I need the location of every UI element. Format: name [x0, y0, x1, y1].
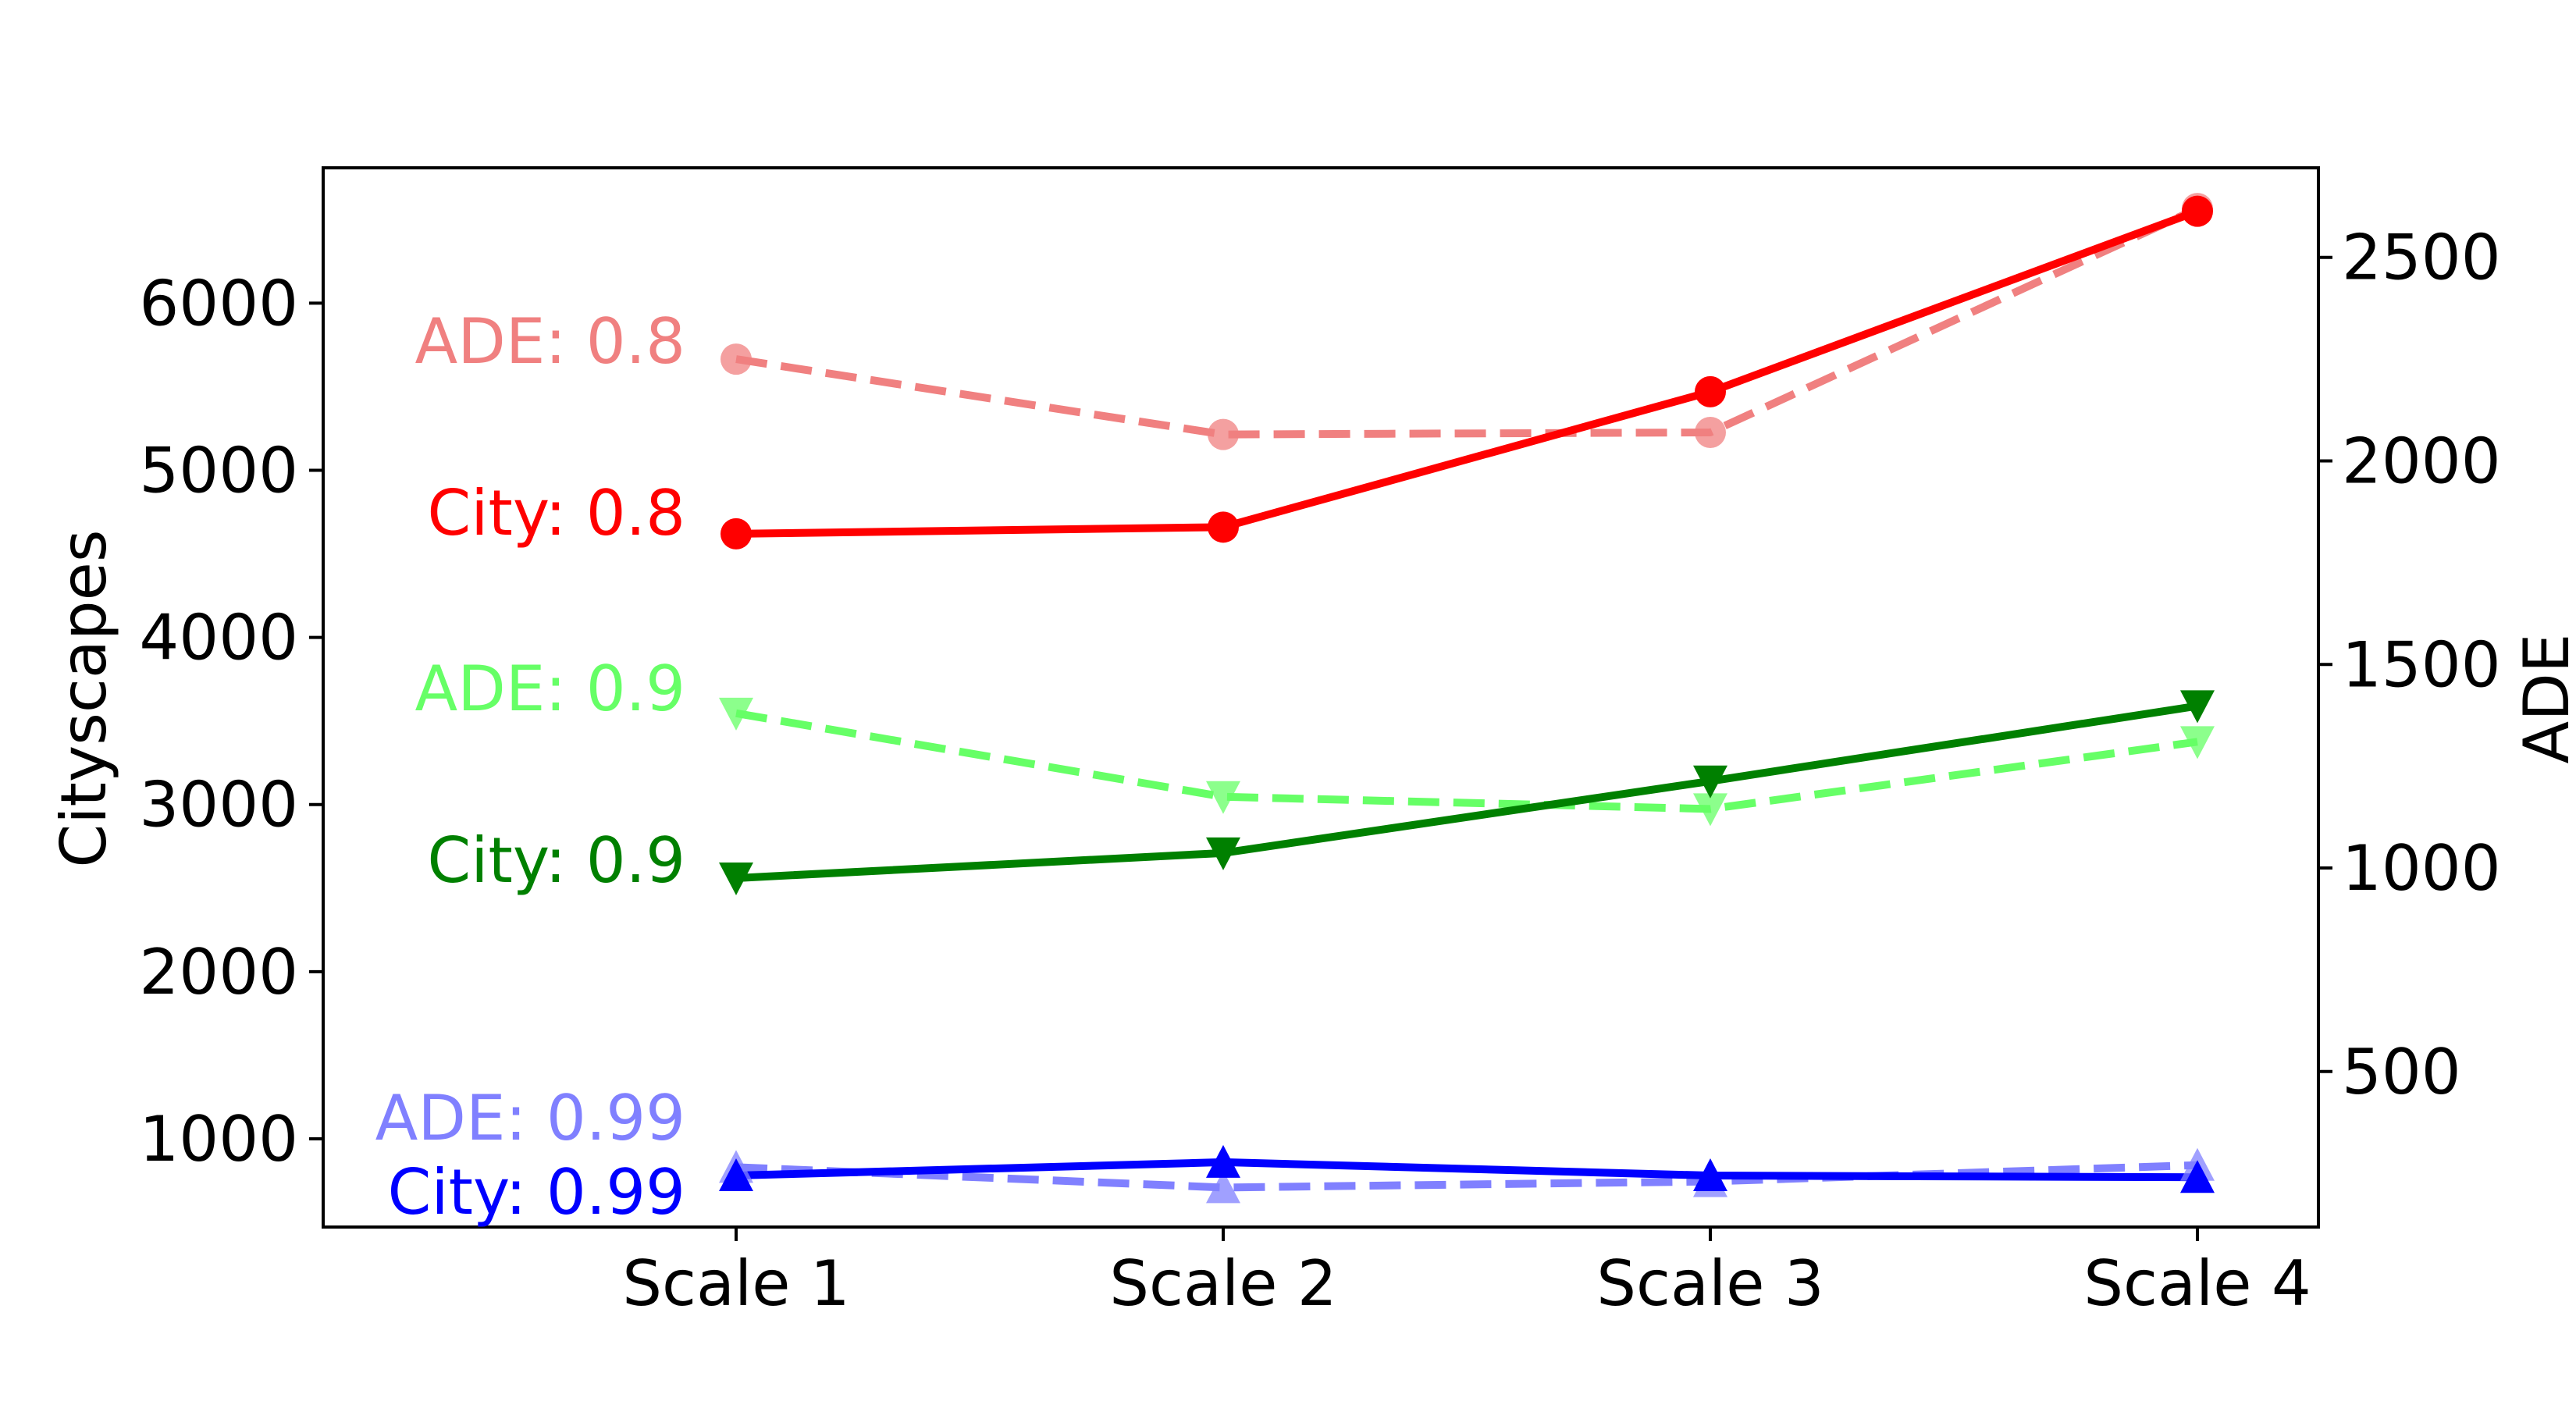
y-right-tick-label: 500 — [2342, 1036, 2461, 1108]
y-left-tick-label: 1000 — [139, 1103, 298, 1176]
series-line-5 — [735, 1158, 2198, 1182]
y-left-tick-label: 2000 — [139, 936, 298, 1008]
series-line-3 — [735, 702, 2198, 882]
data-point-3 — [719, 862, 753, 895]
series-label-5: City: 0.99 — [388, 1156, 685, 1229]
data-point-5 — [1693, 1158, 1727, 1192]
series-markers — [719, 193, 2215, 1204]
y-right-tick-label: 1500 — [2342, 628, 2501, 701]
x-tick-label: Scale 2 — [1109, 1247, 1337, 1320]
series-line-1 — [735, 207, 2199, 538]
y-left-tick-label: 5000 — [139, 435, 298, 507]
series-label-3: City: 0.9 — [427, 824, 685, 897]
series-line-2 — [735, 709, 2198, 813]
y-right-tick-label: 1000 — [2342, 832, 2501, 905]
y-axis-left-label: Cityscapes — [48, 529, 120, 867]
x-tick-label: Scale 4 — [2083, 1247, 2311, 1320]
y-axis-right: 500 1000 1500 2000 2500 — [2318, 222, 2501, 1108]
y-axis-left: 1000 2000 3000 4000 5000 6000 — [139, 267, 323, 1176]
x-axis: Scale 1 Scale 2 Scale 3 Scale 4 — [622, 1227, 2311, 1320]
data-point-5 — [1206, 1144, 1240, 1178]
data-point-4 — [1206, 1170, 1240, 1204]
series-label-4: ADE: 0.99 — [375, 1082, 685, 1154]
data-point-2 — [719, 697, 753, 731]
data-point-1 — [1208, 511, 1239, 543]
series-lines — [735, 205, 2200, 1192]
data-point-0 — [1695, 416, 1726, 448]
y-right-tick-label: 2500 — [2342, 222, 2501, 294]
data-point-2 — [2180, 726, 2215, 759]
y-left-tick-label: 6000 — [139, 267, 298, 340]
data-point-0 — [1208, 418, 1239, 450]
y-axis-right-label: ADE — [2510, 634, 2576, 764]
data-point-3 — [1693, 765, 1727, 799]
series-label-1: City: 0.8 — [427, 477, 685, 550]
data-point-3 — [2180, 690, 2215, 724]
series-label-2: ADE: 0.9 — [415, 653, 685, 725]
x-tick-label: Scale 3 — [1596, 1247, 1824, 1320]
y-left-tick-label: 3000 — [139, 769, 298, 841]
data-point-1 — [2182, 195, 2213, 227]
data-point-5 — [719, 1158, 753, 1192]
data-point-2 — [1693, 793, 1727, 827]
data-point-1 — [1695, 375, 1726, 407]
data-point-1 — [720, 518, 752, 550]
data-point-3 — [1206, 837, 1240, 870]
data-point-2 — [1206, 781, 1240, 814]
data-point-0 — [720, 343, 752, 375]
series-labels: ADE: 0.8 City: 0.8 ADE: 0.9 City: 0.9 ADE: 0… — [375, 305, 685, 1229]
series-line-0 — [735, 205, 2200, 439]
plot-area-frame — [322, 166, 2320, 1229]
y-right-tick-label: 2000 — [2342, 425, 2501, 497]
series-line-4 — [735, 1161, 2198, 1192]
y-left-tick-label: 4000 — [139, 602, 298, 674]
data-point-5 — [2180, 1160, 2215, 1193]
x-tick-label: Scale 1 — [622, 1247, 850, 1320]
series-label-0: ADE: 0.8 — [415, 305, 685, 378]
